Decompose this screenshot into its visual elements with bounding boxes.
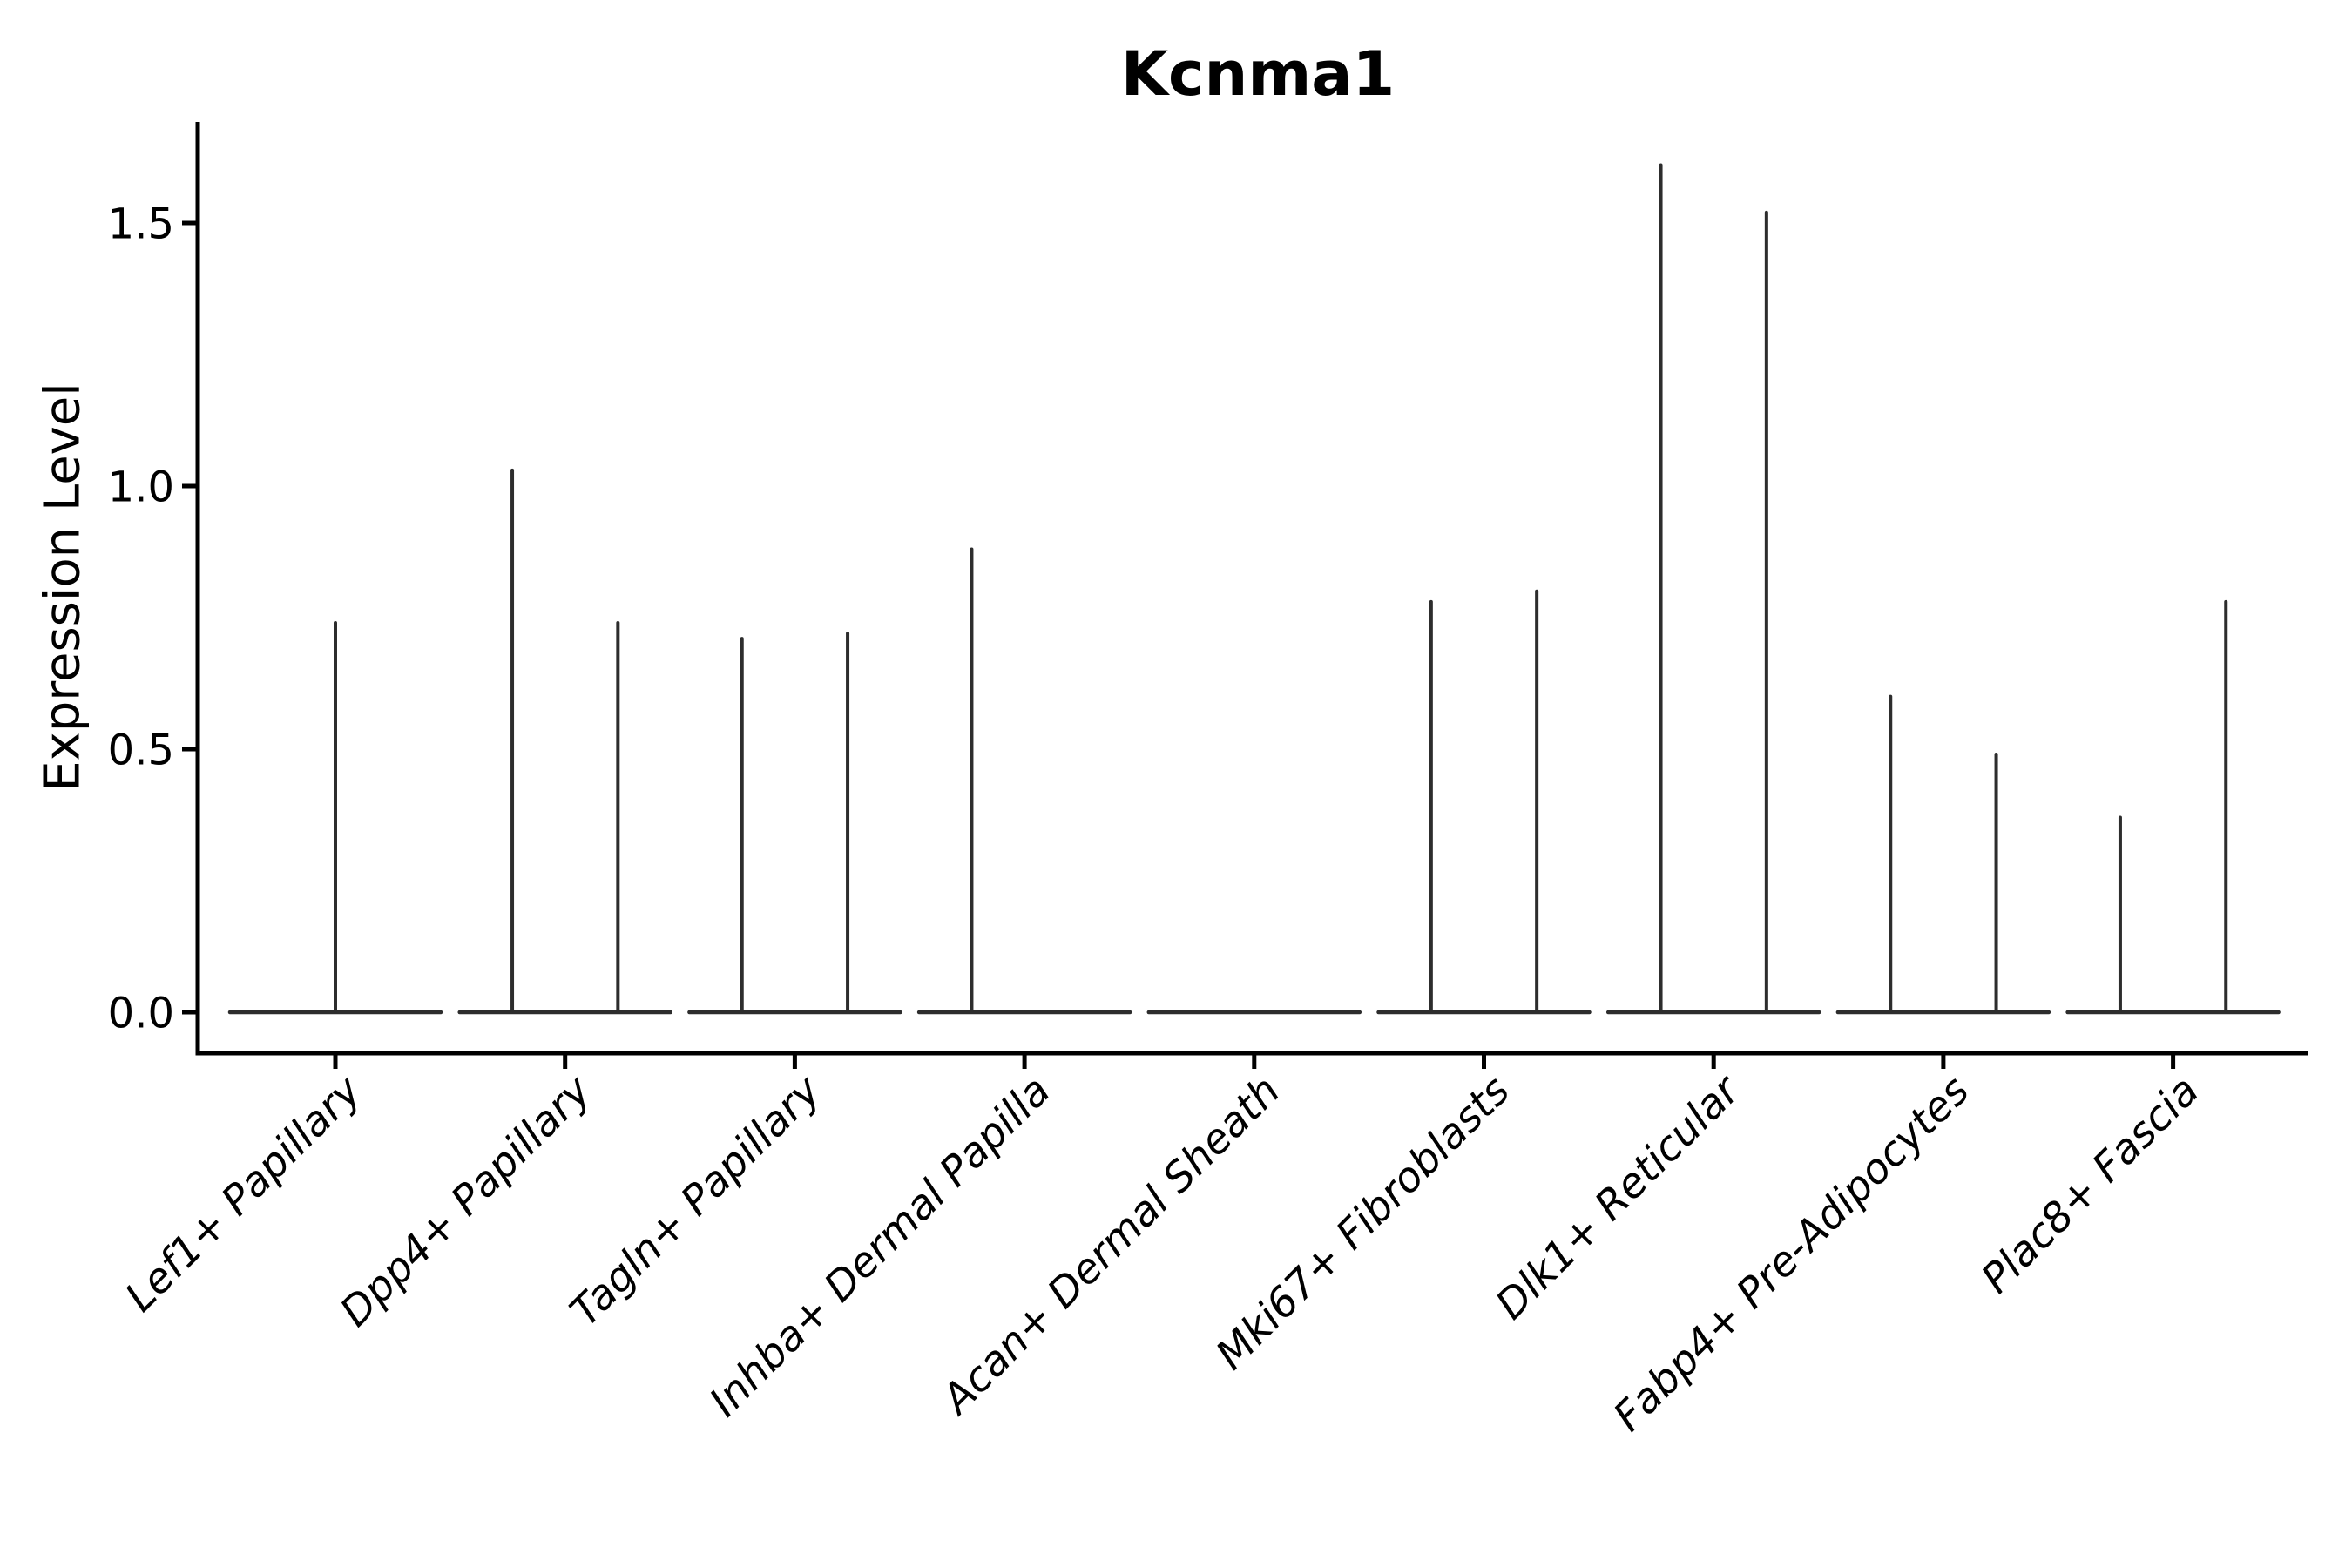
y-tick-label: 1.5 — [108, 199, 174, 248]
y-tick-label: 0.0 — [108, 989, 174, 1037]
y-tick-label: 1.0 — [108, 463, 174, 511]
chart-title: Kcnma1 — [1120, 38, 1396, 110]
y-tick-label: 0.5 — [108, 726, 174, 774]
x-tick-label: Dpp4+ Papillary — [331, 1066, 601, 1336]
x-tick-label: Lef1+ Papillary — [116, 1066, 371, 1321]
x-tick-label: Plac8+ Fascia — [1972, 1067, 2208, 1303]
x-tick-label: Tagln+ Papillary — [561, 1066, 831, 1336]
x-tick-label: Dlk1+ Reticular — [1487, 1065, 1751, 1329]
